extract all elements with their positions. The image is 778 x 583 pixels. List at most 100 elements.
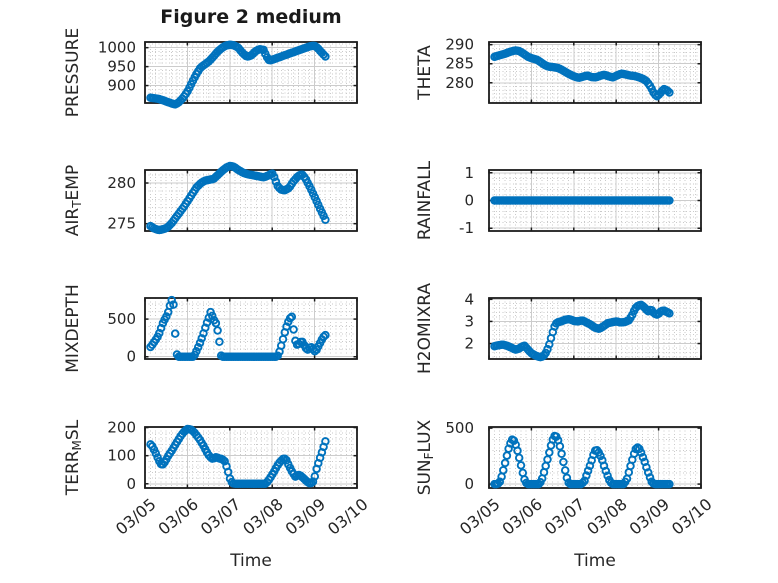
data-point	[195, 338, 205, 348]
data-point	[170, 329, 180, 338]
data-point	[603, 471, 612, 480]
axes-box	[488, 41, 702, 104]
data-point	[220, 457, 229, 466]
marker-series	[490, 46, 674, 101]
data-point	[193, 342, 203, 352]
y-tick-label: 950	[107, 58, 136, 76]
data-point	[285, 313, 295, 323]
data-point	[321, 437, 330, 446]
data-point	[319, 50, 328, 59]
data-point	[509, 436, 519, 445]
data-point	[502, 451, 512, 460]
data-point	[596, 451, 605, 461]
data-point	[665, 88, 674, 97]
data-point	[560, 466, 570, 475]
y-tick-label: 285	[445, 55, 474, 73]
marker-series	[146, 424, 330, 489]
data-point	[665, 196, 674, 205]
data-point	[321, 52, 330, 61]
y-tick-label: 2	[464, 335, 474, 353]
data-point	[192, 347, 201, 356]
data-point	[583, 466, 593, 476]
subplot-rainfall: -1 0 1 RAINFALL	[415, 160, 702, 240]
x-tick-label: 03/08	[239, 495, 287, 539]
y-tick-label: 275	[107, 215, 136, 233]
data-point	[665, 479, 674, 489]
grid-minor	[489, 170, 701, 231]
x-tick-label: 03/09	[282, 495, 330, 539]
y-tick-label: 3	[464, 312, 474, 330]
y-tick-label: 900	[107, 77, 136, 95]
data-point	[636, 448, 646, 457]
x-tick-label: 03/10	[668, 495, 716, 539]
data-point	[582, 471, 591, 480]
y-tick-label: 100	[107, 447, 136, 465]
y-axis-label: RAINFALL	[415, 160, 435, 240]
grid-major	[489, 42, 701, 103]
x-tick-label: 03/07	[541, 495, 589, 539]
data-point	[197, 334, 206, 343]
subplot-h2omixra: 2 3 4 H2OMIXRA	[415, 283, 702, 374]
y-axis-label: AIRTEMP	[63, 165, 84, 236]
y-tick-label: 0	[126, 475, 136, 493]
x-axis-title-left: Time	[230, 551, 272, 571]
data-point	[218, 455, 228, 464]
data-point	[663, 86, 672, 96]
y-tick-label: 0	[464, 475, 474, 493]
subplot-mixdepth: 0 500 MIXDEPTH	[63, 284, 358, 373]
data-point	[543, 344, 552, 354]
subplot-terr-msl: 0 100 200 TERRMSL 03/0503/0603/0703/0803/090…	[63, 419, 372, 539]
data-point	[321, 215, 330, 225]
x-tick-label: 03/05	[456, 495, 504, 539]
data-point	[516, 461, 526, 470]
data-point	[151, 449, 161, 458]
data-point	[269, 172, 279, 182]
y-axis-label: THETA	[415, 45, 435, 101]
marker-series	[490, 431, 674, 489]
data-point	[645, 473, 655, 482]
marker-series	[490, 300, 674, 362]
x-tick-label: 03/06	[154, 495, 202, 539]
y-axis-label: SUNFLUX	[415, 419, 436, 495]
data-point	[321, 330, 330, 340]
marker-series	[146, 40, 330, 109]
y-tick-label: 290	[445, 36, 474, 54]
data-point	[211, 318, 221, 328]
data-point	[557, 449, 566, 459]
data-point	[500, 458, 510, 468]
data-point	[156, 323, 166, 333]
grid-minor	[145, 298, 357, 359]
y-tick-label: 0	[126, 348, 136, 366]
data-point	[545, 448, 554, 457]
y-tick-label: 500	[445, 419, 474, 437]
data-point	[514, 453, 524, 463]
data-point	[167, 295, 176, 305]
subplot-sun-flux: 0 500 SUNFLUX 03/0503/0603/0703/0803/0903/1…	[415, 419, 716, 539]
axes-box	[488, 169, 702, 232]
data-point	[208, 311, 217, 321]
data-point	[287, 312, 297, 321]
data-point	[201, 323, 210, 332]
y-tick-label: 1000	[98, 39, 136, 57]
data-point	[642, 305, 651, 314]
data-point	[628, 310, 637, 320]
x-tick-label: 03/06	[498, 495, 546, 539]
data-point	[310, 472, 320, 481]
marker-series	[490, 196, 674, 205]
y-axis-label: PRESSURE	[63, 28, 83, 117]
y-axis-label: H2OMIXRA	[415, 283, 435, 374]
subplot-air-temp: 275 280 AIRTEMP	[63, 161, 358, 236]
y-tick-label: 4	[464, 290, 474, 308]
axes-box	[144, 169, 358, 232]
x-tick-label: 03/10	[324, 495, 372, 539]
y-tick-label: 1	[464, 164, 474, 182]
y-tick-label: -1	[459, 219, 474, 237]
data-point	[555, 442, 565, 451]
data-point	[155, 328, 164, 338]
data-point	[493, 479, 503, 488]
x-tick-label: 03/08	[583, 495, 631, 539]
